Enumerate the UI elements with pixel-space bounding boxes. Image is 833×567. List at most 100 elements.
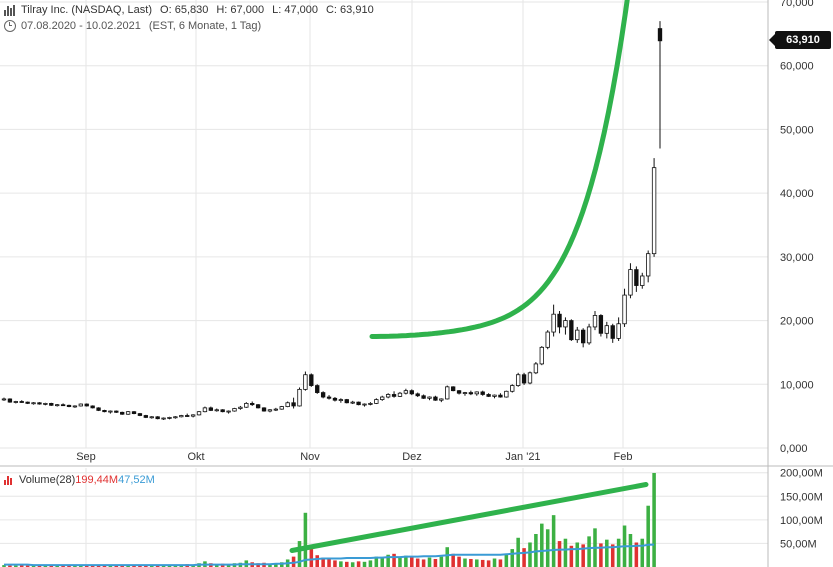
candle-body xyxy=(267,409,273,412)
range-row: 07.08.2020 - 10.02.2021 (EST, 6 Monate, … xyxy=(4,19,261,33)
date-range[interactable]: 07.08.2020 - 10.02.2021 xyxy=(21,20,141,32)
candle-body xyxy=(37,402,42,405)
volume-bar xyxy=(8,565,12,567)
volume-bar xyxy=(362,561,367,567)
volume-bar xyxy=(356,561,361,567)
volume-bar xyxy=(445,547,450,567)
volume-bar xyxy=(492,558,497,567)
candle-body xyxy=(510,385,515,392)
candle-body xyxy=(102,410,107,413)
candle-body xyxy=(155,416,160,420)
volume-bar xyxy=(339,561,343,567)
candle-body xyxy=(504,390,509,398)
candle-body xyxy=(480,391,485,395)
candle-body xyxy=(563,320,568,328)
volume-average-path xyxy=(4,543,655,567)
volume-bar xyxy=(315,555,319,567)
volume-grid xyxy=(0,472,768,544)
volume-bar xyxy=(67,565,71,567)
candle-body xyxy=(391,394,397,397)
clock-icon[interactable] xyxy=(4,20,16,32)
price-trend-curve xyxy=(369,0,630,339)
volume-bar xyxy=(475,559,479,567)
y-tick-label: 50,000 xyxy=(780,124,814,136)
candle-body xyxy=(149,416,154,419)
volume-value: 199,44M xyxy=(75,474,119,486)
candle-body xyxy=(634,269,639,286)
instrument-title: Tilray Inc. (NASDAQ, Last) xyxy=(21,4,153,16)
volume-bar xyxy=(433,558,438,567)
candle-body xyxy=(143,415,149,418)
volume-bar xyxy=(19,565,24,567)
candle-body xyxy=(586,326,592,344)
volume-bar xyxy=(652,472,656,567)
candle-body xyxy=(492,394,497,397)
candle-body xyxy=(439,398,444,401)
volume-bar xyxy=(421,559,426,567)
candle-body xyxy=(173,416,178,419)
volume-bar xyxy=(132,565,136,567)
candle-body xyxy=(167,417,172,419)
candle-body xyxy=(527,372,533,384)
volume-title: Volume(28) xyxy=(19,474,76,486)
y-tick-label: 10,000 xyxy=(780,379,814,391)
candle-body xyxy=(610,325,615,339)
candle-body xyxy=(462,392,468,394)
volume-bar xyxy=(486,560,491,567)
volume-bar xyxy=(350,562,355,567)
volume-bar xyxy=(14,565,18,567)
volume-bar xyxy=(569,545,574,567)
volume-bar xyxy=(575,542,580,567)
volume-bar xyxy=(73,565,77,567)
candle-body xyxy=(244,402,249,408)
volume-bar xyxy=(114,565,119,567)
volume-average-value: 47,52M xyxy=(118,474,155,486)
candle-body xyxy=(580,329,586,344)
volume-bar xyxy=(327,559,331,567)
volume-bar xyxy=(587,536,591,567)
candle-body xyxy=(291,402,296,407)
candle-body xyxy=(43,402,48,405)
volume-bar xyxy=(610,544,615,567)
volume-bar xyxy=(646,505,650,567)
candle-body xyxy=(385,394,391,398)
volume-bar xyxy=(545,529,550,567)
candle-body xyxy=(421,395,426,399)
candle-body xyxy=(78,403,84,407)
candle-body xyxy=(315,385,320,393)
open-value: 65,830 xyxy=(174,4,209,16)
volume-bar xyxy=(309,549,314,567)
candle-body xyxy=(120,411,125,415)
candle-body xyxy=(515,374,521,386)
candle-body xyxy=(592,315,598,328)
candle-body xyxy=(486,394,491,397)
volume-bar xyxy=(380,558,385,567)
volume-bar xyxy=(599,543,603,567)
volume-bar xyxy=(2,565,6,567)
candle-body xyxy=(575,329,580,341)
candle-body xyxy=(332,397,338,401)
candle-body xyxy=(19,401,24,403)
candle-body xyxy=(545,331,550,348)
candle-body xyxy=(409,390,414,395)
candle-body xyxy=(220,409,225,413)
volume-bar xyxy=(463,558,467,567)
chart-bars-icon[interactable] xyxy=(4,475,15,485)
candle-body xyxy=(640,275,645,286)
volume-bar xyxy=(451,553,455,567)
candle-body xyxy=(598,315,604,334)
candle-body xyxy=(108,410,113,413)
volume-header: Volume(28) 199,44M 47,52M xyxy=(4,473,155,487)
volume-bar xyxy=(480,559,485,567)
candle-body xyxy=(427,396,432,399)
candle-body xyxy=(569,320,574,341)
volume-bar xyxy=(469,558,473,567)
candle-body xyxy=(374,399,379,404)
close-value: 63,910 xyxy=(340,4,374,16)
volume-bar xyxy=(61,565,65,567)
open-label: O: xyxy=(160,4,172,16)
chart-bars-icon[interactable] xyxy=(4,4,16,16)
volume-bar xyxy=(43,565,48,567)
volume-bar xyxy=(522,548,526,567)
